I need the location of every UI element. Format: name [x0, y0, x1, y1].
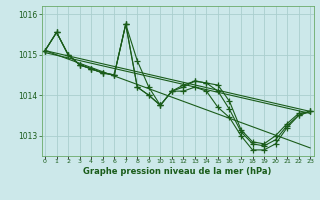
- X-axis label: Graphe pression niveau de la mer (hPa): Graphe pression niveau de la mer (hPa): [84, 167, 272, 176]
